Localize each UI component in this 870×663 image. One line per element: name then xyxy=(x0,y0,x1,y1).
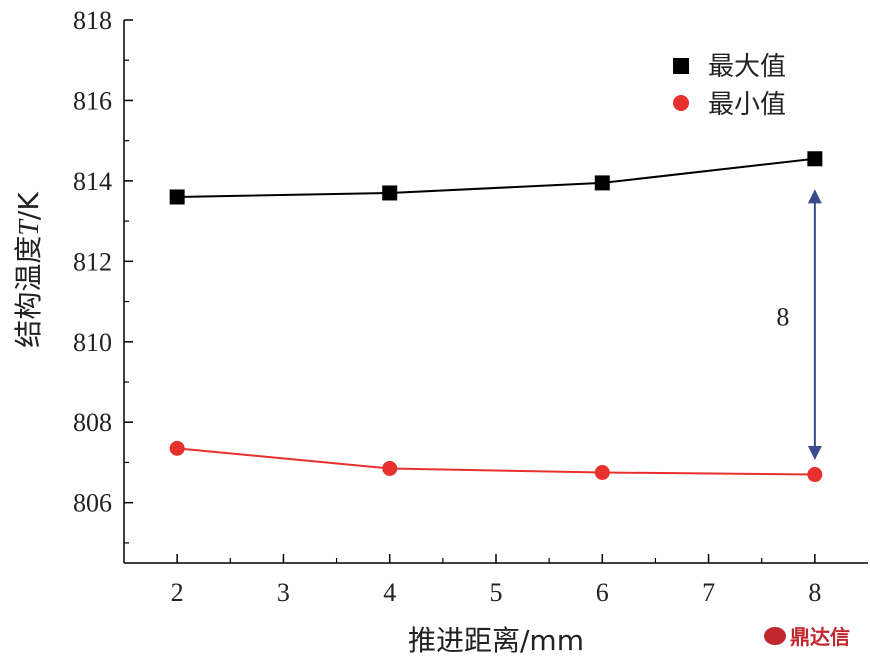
watermark-logo: 鼎达信 xyxy=(764,625,850,649)
series-line-max xyxy=(177,157,815,198)
y-tick-label: 814 xyxy=(73,167,112,196)
data-point-max xyxy=(594,175,610,191)
data-point-min xyxy=(169,440,185,456)
data-point-min xyxy=(807,467,823,483)
y-axis-title-prefix: 结构温度 xyxy=(12,236,45,348)
y-tick-label: 816 xyxy=(73,86,112,115)
y-axis-title-symbol: T xyxy=(14,218,45,236)
x-tick-label: 5 xyxy=(490,578,503,607)
y-tick-label: 808 xyxy=(73,408,112,437)
y-tick-label: 818 xyxy=(73,6,112,35)
series-line-min xyxy=(177,447,815,476)
data-point-max xyxy=(169,189,185,205)
x-tick-label: 2 xyxy=(171,578,184,607)
x-axis-title: 推进距离/mm xyxy=(408,624,584,657)
watermark-text: 鼎达信 xyxy=(790,625,850,649)
x-tick-label: 8 xyxy=(808,578,821,607)
x-tick-label: 6 xyxy=(596,578,609,607)
data-point-max xyxy=(382,185,398,201)
y-tick-label: 806 xyxy=(73,489,112,518)
legend-label-min: 最小值 xyxy=(708,90,786,120)
data-point-min xyxy=(594,465,610,480)
data-point-max xyxy=(807,151,823,167)
legend-marker-max xyxy=(673,58,689,74)
x-ticks: 2 3 4 5 6 7 8 xyxy=(171,554,821,607)
legend-marker-min xyxy=(673,95,689,111)
x-tick-label: 3 xyxy=(277,578,290,607)
difference-label: 8 xyxy=(776,303,789,332)
svg-text:结构温度T/K: 结构温度T/K xyxy=(12,192,45,348)
data-point-min xyxy=(382,460,398,476)
watermark-logo-icon xyxy=(764,627,786,645)
y-axis-title-unit: /K xyxy=(12,192,45,220)
annotation: 8 xyxy=(776,189,822,460)
y-axis-title: 结构温度T/K xyxy=(12,192,45,348)
legend: 最大值 最小值 xyxy=(673,52,786,120)
y-tick-label: 812 xyxy=(73,247,112,276)
x-tick-label: 4 xyxy=(383,578,396,607)
x-tick-label: 7 xyxy=(702,578,715,607)
legend-label-max: 最大值 xyxy=(708,52,786,82)
y-ticks: 806 808 810 812 814 816 818 xyxy=(73,6,133,544)
y-tick-label: 810 xyxy=(73,328,112,357)
series-layer xyxy=(169,151,823,483)
